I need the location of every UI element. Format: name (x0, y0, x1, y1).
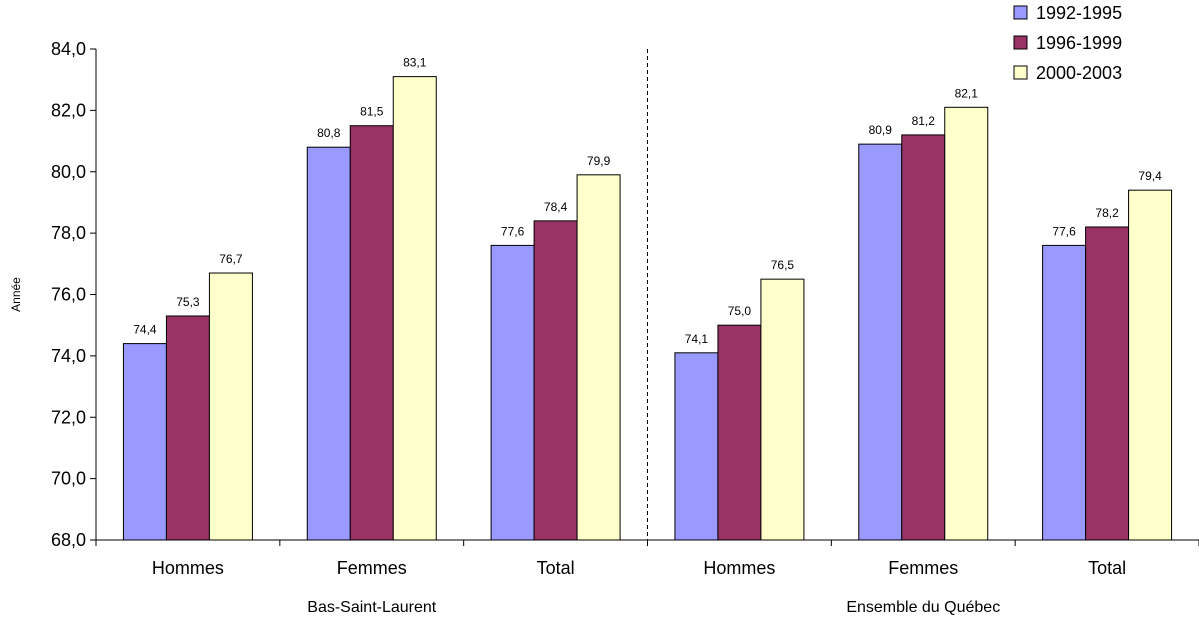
bar (760, 278, 805, 541)
bars (122, 76, 1173, 541)
bar (717, 324, 762, 541)
bar (1085, 226, 1130, 541)
y-tick-label: 74,0 (51, 346, 86, 366)
bar (1042, 244, 1087, 541)
data-label: 83,1 (403, 56, 427, 70)
axes: 68,0 70,0 72,0 74,0 76,0 78,0 80,0 82,0 84,0 (51, 39, 1199, 550)
data-label: 79,4 (1138, 169, 1162, 183)
legend-swatch (1013, 35, 1028, 50)
data-label: 75,0 (728, 304, 752, 318)
legend-swatch (1013, 5, 1028, 20)
data-label: 80,9 (869, 123, 893, 137)
legend-label: 1992-1995 (1036, 3, 1122, 23)
bar (208, 272, 253, 541)
data-label: 75,3 (176, 295, 200, 309)
category-label: Hommes (152, 558, 224, 578)
y-tick-label: 68,0 (51, 530, 86, 550)
category-label: Hommes (703, 558, 775, 578)
data-labels: 74,4 75,3 76,7 80,8 81,5 83,1 77,6 78,4 79,9 74,1… (133, 56, 1162, 346)
bar (858, 143, 903, 541)
y-tick-label: 76,0 (51, 285, 86, 305)
bar (122, 343, 167, 541)
data-label: 76,7 (219, 252, 243, 266)
data-label: 77,6 (501, 224, 525, 238)
bar (533, 220, 578, 541)
y-tick-label: 82,0 (51, 100, 86, 120)
y-tick-label: 72,0 (51, 407, 86, 427)
data-label: 81,2 (912, 114, 936, 128)
data-label: 74,1 (685, 332, 709, 346)
y-axis-title: Année (9, 277, 23, 312)
bar (674, 352, 719, 541)
category-label: Total (1088, 558, 1126, 578)
y-tick-label: 84,0 (51, 39, 86, 59)
bar (576, 174, 621, 541)
bar (901, 134, 946, 541)
legend-label: 1996-1999 (1036, 33, 1122, 53)
data-label: 82,1 (955, 86, 979, 100)
y-tick-label: 70,0 (51, 469, 86, 489)
data-label: 78,4 (544, 200, 568, 214)
category-label: Femmes (888, 558, 958, 578)
bar (490, 244, 535, 541)
data-label: 78,2 (1095, 206, 1119, 220)
legend: 1992-1995 1996-1999 2000-2003 (1013, 3, 1122, 83)
bar (349, 125, 394, 541)
data-label: 76,5 (771, 258, 795, 272)
bar (1128, 189, 1173, 541)
y-tick-label: 80,0 (51, 162, 86, 182)
bar (944, 106, 989, 541)
legend-label: 2000-2003 (1036, 63, 1122, 83)
bar (165, 315, 210, 541)
bar (306, 146, 351, 541)
data-label: 74,4 (133, 323, 157, 337)
group-label: Bas-Saint-Laurent (307, 599, 437, 616)
y-tick-label: 78,0 (51, 223, 86, 243)
data-label: 80,8 (317, 126, 341, 140)
category-label: Total (537, 558, 575, 578)
legend-swatch (1013, 65, 1028, 80)
data-label: 79,9 (587, 154, 611, 168)
group-label: Ensemble du Québec (846, 599, 1000, 616)
category-label: Femmes (337, 558, 407, 578)
x-axis-labels: Hommes Femmes Total Hommes Femmes Total Bas-Sa… (152, 558, 1126, 616)
data-label: 81,5 (360, 105, 384, 119)
bar (392, 76, 437, 541)
data-label: 77,6 (1052, 224, 1076, 238)
